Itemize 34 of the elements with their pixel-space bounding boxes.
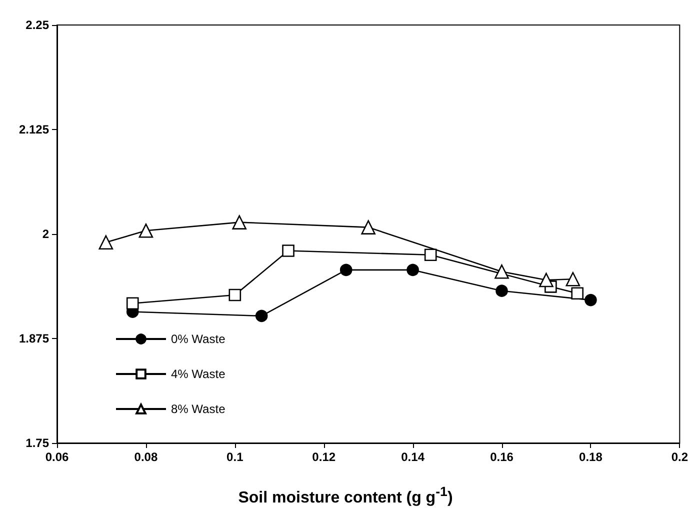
point	[406, 264, 419, 276]
x-axis-title: Soil moisture content (g g$^{-1}$)	[237, 484, 454, 508]
legend-label: 8% Waste	[171, 402, 226, 416]
point	[138, 224, 154, 238]
x-tick-label: 0.2	[671, 450, 688, 464]
point	[126, 297, 139, 310]
point	[571, 287, 584, 300]
point	[539, 272, 554, 288]
point	[282, 244, 294, 257]
x-tick-label: 0.16	[490, 450, 514, 464]
y-tick-label: 2.25	[26, 18, 50, 32]
y-tick-label: 2.125	[18, 122, 50, 136]
x-tick-label: 0.14	[401, 450, 425, 464]
point	[361, 220, 376, 234]
point	[424, 248, 437, 262]
point	[98, 235, 114, 250]
x-tick-label: 0.1	[226, 450, 244, 464]
x-tick-label: 0.18	[579, 450, 603, 464]
point	[566, 272, 580, 286]
legend-label: 0% Waste	[171, 332, 226, 346]
y-tick-label: 2	[42, 227, 50, 241]
x-tick-label: 0.08	[134, 450, 158, 464]
point	[228, 288, 242, 302]
point	[340, 264, 352, 276]
point	[255, 310, 268, 322]
legend-label: 4% Waste	[171, 367, 226, 381]
y-tick-label: 1.75	[26, 436, 50, 450]
point	[496, 284, 508, 297]
x-tick-label: 0.06	[45, 450, 69, 464]
y-tick-label: 1.875	[18, 332, 50, 346]
x-tick-label: 0.12	[312, 450, 336, 464]
point	[232, 215, 246, 230]
point	[494, 264, 509, 279]
point	[584, 294, 597, 306]
